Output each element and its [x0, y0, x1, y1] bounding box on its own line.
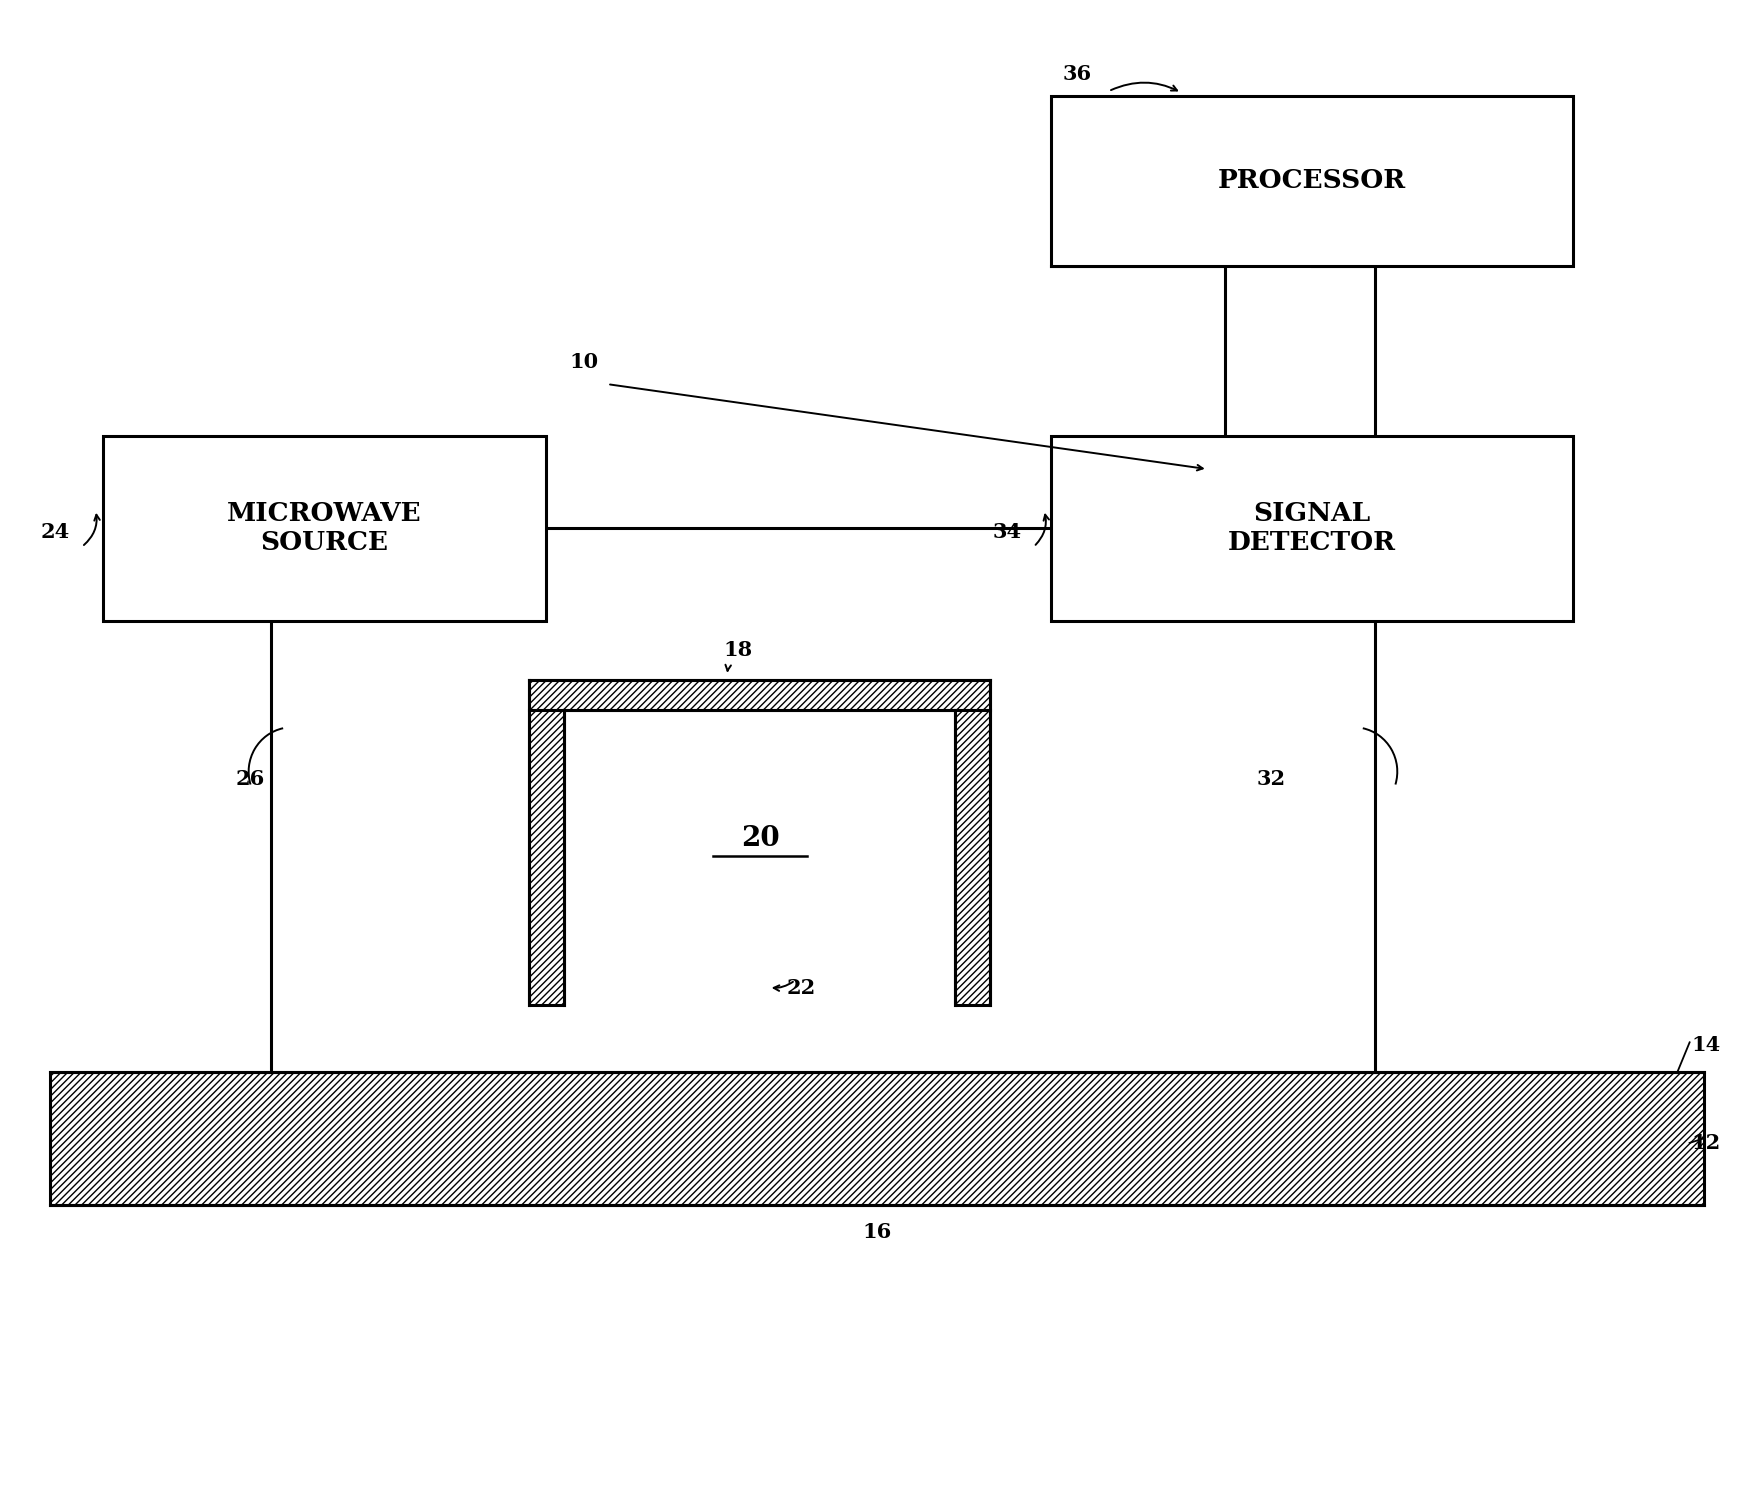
Text: PROCESSOR: PROCESSOR	[1217, 169, 1407, 193]
Text: 36: 36	[1063, 64, 1091, 84]
Text: 34: 34	[993, 523, 1023, 542]
Text: 12: 12	[1691, 1133, 1721, 1153]
Bar	[530, 709, 563, 1005]
Text: MICROWAVE
SOURCE: MICROWAVE SOURCE	[228, 502, 421, 555]
Bar	[563, 709, 956, 1005]
Text: 32: 32	[1256, 769, 1286, 788]
Text: 16: 16	[863, 1221, 891, 1242]
Text: 22: 22	[786, 978, 816, 997]
Text: 10: 10	[570, 352, 598, 372]
Bar	[530, 679, 989, 709]
Bar	[1051, 436, 1573, 621]
Text: 20: 20	[742, 824, 781, 851]
Bar	[1051, 96, 1573, 266]
Text: 24: 24	[40, 523, 70, 542]
Text: 26: 26	[235, 769, 265, 788]
Text: 14: 14	[1691, 1035, 1721, 1056]
Bar	[103, 436, 547, 621]
Bar	[956, 709, 989, 1005]
Bar	[51, 1072, 1703, 1205]
Text: SIGNAL
DETECTOR: SIGNAL DETECTOR	[1228, 502, 1396, 555]
Text: 18: 18	[723, 640, 752, 660]
